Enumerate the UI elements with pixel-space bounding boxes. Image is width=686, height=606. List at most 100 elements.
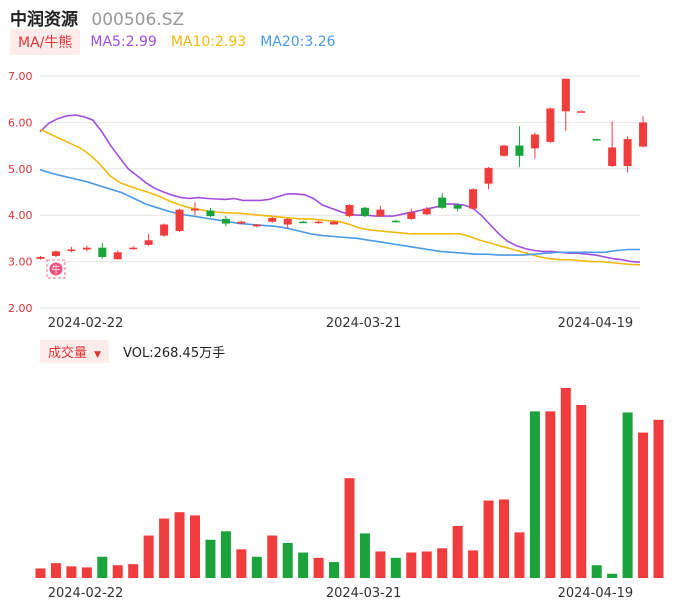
candle-body	[330, 221, 339, 225]
candle	[82, 245, 91, 252]
volume-bar	[298, 552, 309, 578]
caret-down-icon: ▼	[94, 349, 102, 360]
volume-bar	[220, 531, 231, 578]
volume-bar	[499, 499, 509, 578]
candle-body	[113, 252, 122, 260]
volume-x-axis: 2024-02-22 2024-03-21 2024-04-19	[48, 586, 633, 601]
stock-code: 000506.SZ	[91, 10, 185, 30]
volume-bar	[591, 565, 602, 578]
volume-bar	[66, 566, 77, 578]
volume-bar	[313, 557, 324, 578]
volume-bar	[251, 556, 262, 578]
volume-bar	[97, 556, 108, 578]
price-y-axis: 7.00 6.00 5.00 4.00 3.00 2.00	[8, 70, 33, 315]
candle	[484, 166, 493, 190]
price-x-axis: 2024-02-22 2024-03-21 2024-04-19	[48, 316, 633, 331]
candle-body	[453, 204, 462, 209]
candle	[469, 188, 478, 210]
candle-body	[500, 145, 508, 156]
candle	[129, 246, 138, 250]
y-tick-label: 5.00	[8, 163, 33, 176]
candle	[160, 223, 169, 237]
candle	[608, 121, 617, 167]
candle	[376, 205, 385, 218]
ma10-label: MA10:2.93	[170, 34, 247, 50]
candle-body	[376, 209, 385, 217]
volume-bar	[622, 412, 633, 578]
candle	[237, 220, 246, 225]
volume-bar	[437, 548, 448, 578]
volume-bar	[159, 518, 170, 578]
volume-bar	[483, 500, 494, 578]
volume-value: VOL:268.45万手	[123, 345, 226, 361]
candle	[252, 224, 261, 228]
volume-bar	[329, 562, 340, 578]
candle	[175, 208, 184, 232]
candle	[113, 250, 122, 260]
candle	[299, 220, 308, 224]
candle-body	[639, 122, 648, 147]
volume-bar	[112, 565, 123, 578]
candle-body	[592, 139, 601, 141]
candle	[453, 203, 462, 212]
signal-marker[interactable]: 牛	[46, 259, 66, 279]
candle	[407, 208, 416, 220]
volume-selector-button[interactable]: 成交量 ▼	[40, 339, 110, 363]
candle	[67, 246, 76, 253]
candle-body	[191, 208, 199, 211]
candle-body	[530, 134, 539, 149]
x-tick-label: 2024-02-22	[48, 316, 124, 331]
bull-icon	[49, 262, 63, 276]
volume-bar	[267, 535, 278, 578]
candle-body	[268, 217, 277, 222]
candle-body	[36, 256, 45, 259]
ma20-line	[39, 168, 640, 256]
candle	[592, 138, 601, 141]
volume-bar	[390, 557, 401, 578]
candle-body	[546, 108, 555, 142]
volume-bar	[359, 533, 370, 578]
volume-bar	[638, 432, 649, 578]
candle	[546, 107, 555, 143]
candle	[438, 192, 447, 209]
volume-bar	[236, 549, 247, 578]
candle-body	[345, 204, 354, 217]
candle	[98, 243, 107, 259]
candle-body	[160, 224, 169, 236]
volume-bar	[545, 411, 556, 578]
candle	[422, 206, 431, 216]
candle	[36, 256, 45, 260]
volume-bar	[406, 552, 417, 578]
candle-body	[623, 139, 632, 167]
candles	[36, 78, 648, 260]
volume-bar	[190, 515, 200, 578]
volume-bar	[560, 388, 571, 578]
candle	[623, 136, 632, 173]
candle	[561, 78, 570, 131]
y-tick-label: 2.00	[8, 302, 33, 315]
volume-bar	[344, 478, 355, 578]
candle-body	[299, 221, 308, 224]
volume-bar	[421, 551, 432, 578]
y-tick-label: 3.00	[8, 256, 33, 269]
ma-selector-button[interactable]: MA/牛熊	[10, 29, 81, 55]
volume-bar	[174, 512, 185, 578]
bull-icon-glyph: 牛	[51, 263, 60, 275]
candle	[51, 250, 60, 257]
candle	[206, 207, 215, 218]
candle-body	[314, 221, 323, 224]
candle-body	[144, 240, 153, 245]
volume-bar	[205, 539, 216, 578]
volume-bar	[35, 568, 46, 578]
candle-body	[51, 251, 60, 257]
candle-body	[561, 78, 570, 112]
volume-bar	[514, 532, 525, 578]
volume-bar	[653, 419, 664, 578]
y-tick-label: 7.00	[8, 70, 33, 83]
candle-body	[608, 147, 617, 167]
candle	[515, 126, 524, 167]
candle-body	[67, 249, 76, 252]
ma20-label: MA20:3.26	[260, 34, 336, 50]
candle-body	[252, 224, 261, 227]
